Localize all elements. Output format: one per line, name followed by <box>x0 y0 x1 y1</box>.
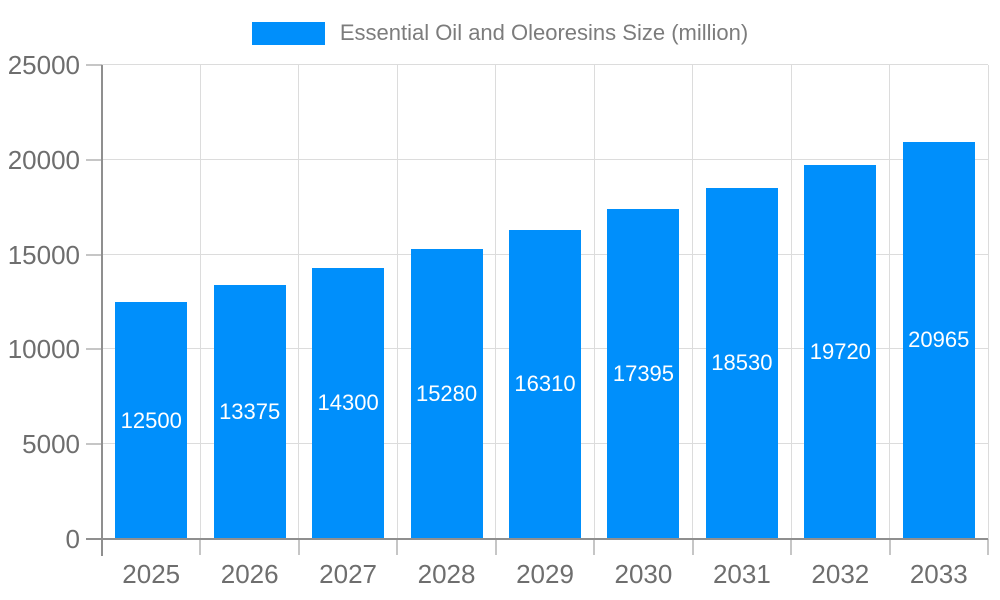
x-axis-label: 2027 <box>319 559 378 589</box>
gridline-horizontal <box>102 158 988 160</box>
x-axis-tick <box>199 539 202 555</box>
x-axis-label: 2025 <box>122 559 181 589</box>
x-axis-tick <box>987 539 989 555</box>
y-axis-label: 5000 <box>22 429 80 460</box>
y-axis-tick <box>86 253 102 256</box>
bar[interactable] <box>902 141 975 539</box>
x-axis-tick <box>691 539 694 555</box>
gridline-vertical <box>495 65 497 539</box>
bar[interactable] <box>607 209 680 539</box>
bar[interactable] <box>410 249 483 539</box>
bar[interactable] <box>705 187 778 539</box>
gridline-vertical <box>692 65 694 539</box>
legend[interactable]: Essential Oil and Oleoresins Size (milli… <box>0 20 1000 46</box>
y-axis-label: 25000 <box>7 50 80 80</box>
bar-value-label: 18530 <box>711 350 773 376</box>
bar-value-label: 16310 <box>514 371 576 397</box>
gridline-vertical <box>987 65 989 539</box>
x-axis-label: 2028 <box>417 559 476 589</box>
bar[interactable] <box>509 229 581 539</box>
y-axis-label: 10000 <box>7 334 80 365</box>
bar-value-label: 15280 <box>415 381 478 407</box>
x-axis-label: 2029 <box>516 559 574 589</box>
y-axis-tick <box>86 64 102 66</box>
gridline-vertical <box>199 65 201 539</box>
x-axis-label: 2031 <box>712 559 771 589</box>
x-axis-label: 2026 <box>220 559 279 589</box>
bar-value-label: 17395 <box>612 361 675 387</box>
gridline-vertical <box>593 65 595 539</box>
gridline-vertical <box>396 65 398 539</box>
x-axis-line <box>86 538 988 540</box>
bar[interactable] <box>312 267 385 539</box>
x-axis-tick <box>790 539 793 555</box>
x-axis-tick <box>396 539 399 555</box>
x-axis-label: 2030 <box>614 559 673 589</box>
gridline-vertical <box>298 65 300 539</box>
y-axis-label: 15000 <box>7 239 80 270</box>
gridline-vertical <box>889 65 891 539</box>
bar[interactable] <box>213 285 286 539</box>
x-axis-tick <box>494 539 497 555</box>
bar-value-label: 14300 <box>317 390 379 416</box>
gridline-vertical <box>790 65 792 539</box>
x-axis-label: 2033 <box>909 559 968 589</box>
y-axis-tick <box>86 348 102 351</box>
bar[interactable] <box>115 302 188 539</box>
x-axis-tick <box>593 539 596 555</box>
bar-value-label: 19720 <box>809 339 871 365</box>
plot-area: 0 5000 10000 15000 20000 25000 12500 2025 13375 2… <box>8 52 989 587</box>
y-axis-line <box>101 65 103 556</box>
bar-value-label: 12500 <box>120 407 182 433</box>
bar-value-label: 13375 <box>219 399 281 425</box>
bar-value-label: 20965 <box>908 327 970 353</box>
y-axis-tick <box>86 158 102 161</box>
y-axis-label: 0 <box>65 524 80 554</box>
legend-label: Essential Oil and Oleoresins Size (milli… <box>339 20 749 45</box>
y-axis-tick <box>86 443 102 446</box>
x-axis-tick <box>888 539 891 555</box>
x-axis-label: 2032 <box>811 559 870 589</box>
x-axis-tick <box>297 539 300 555</box>
y-axis-label: 20000 <box>7 144 80 175</box>
bar[interactable] <box>804 165 877 539</box>
legend-swatch <box>251 21 325 45</box>
gridline-horizontal <box>102 64 988 65</box>
